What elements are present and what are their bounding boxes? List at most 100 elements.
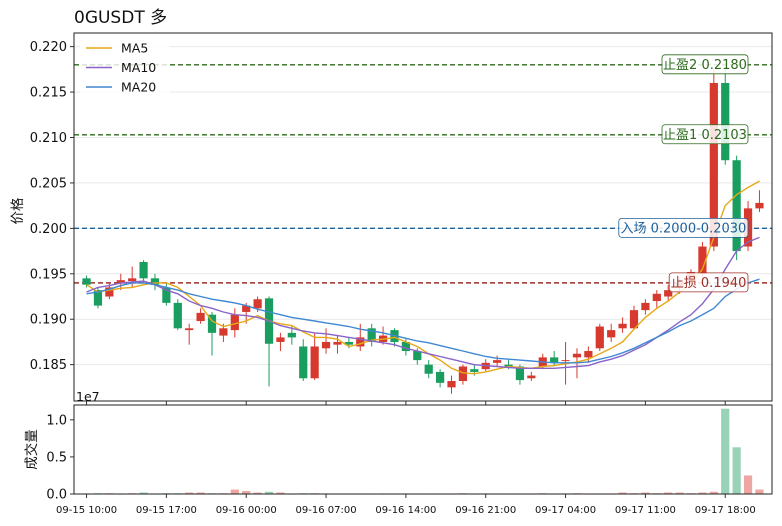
price-panel: 0.185 0.190 0.195 0.200 0.205 0.210 0.215 0.220… — [10, 32, 773, 405]
legend-label: MA10 — [121, 60, 156, 75]
volume-tick-label: 0.0 — [46, 488, 67, 503]
price-tick-label: 0.205 — [30, 176, 67, 191]
volume-bar — [698, 492, 707, 494]
volume-bar — [709, 491, 718, 494]
candle-body — [572, 353, 582, 358]
candle-body — [242, 305, 251, 312]
candle-body — [641, 302, 650, 311]
volume-bar — [732, 447, 741, 494]
price-tick-label: 0.185 — [30, 358, 67, 373]
candle-body — [207, 314, 217, 333]
legend-label: MA20 — [121, 80, 156, 95]
x-tick-label: 09-17 04:00 — [535, 505, 596, 516]
level-label: 止盈1 0.2103 — [663, 128, 747, 143]
level-label-box — [618, 217, 749, 238]
volume-bar — [675, 492, 684, 494]
candle-body — [139, 261, 148, 279]
volume-frame — [73, 404, 773, 495]
candle-body — [721, 82, 730, 161]
x-tick-label: 09-16 00:00 — [216, 505, 277, 516]
candle-body — [436, 371, 445, 383]
candle-body — [458, 366, 468, 382]
volume-bar — [721, 408, 730, 494]
level-label: 止盈2 0.2180 — [663, 58, 747, 73]
candle-body — [515, 366, 525, 381]
legend: MA5 MA10 MA20 — [80, 38, 170, 98]
candle-body — [652, 293, 661, 302]
ma-line-ma10 — [86, 236, 760, 369]
candle-body — [447, 381, 456, 388]
candle-body — [550, 357, 559, 363]
price-tick-label: 0.220 — [30, 40, 67, 55]
candle-body — [664, 290, 673, 297]
x-tick-label: 09-16 07:00 — [296, 505, 357, 516]
candle-body — [128, 278, 137, 282]
candle-body — [162, 287, 171, 303]
candle-body — [698, 246, 707, 274]
candle-body — [230, 314, 239, 331]
volume-bar — [276, 492, 285, 494]
ma-line-ma20 — [86, 278, 760, 364]
candle-body — [82, 278, 91, 285]
price-axis-label: 价格 — [10, 197, 26, 224]
volume-bar — [743, 475, 753, 494]
candle-body — [299, 346, 308, 379]
volume-bar — [196, 492, 205, 494]
candle-body — [413, 351, 422, 361]
candle-body — [607, 330, 616, 338]
volume-bar — [755, 489, 764, 494]
candle-body — [310, 346, 319, 379]
candle-body — [150, 278, 160, 285]
candle-body — [367, 328, 376, 342]
candle-body — [333, 341, 342, 345]
candle-body — [344, 341, 353, 345]
x-tick-label: 09-15 17:00 — [136, 505, 197, 516]
candle-body — [709, 82, 718, 247]
price-frame — [73, 32, 773, 402]
candle-body — [493, 360, 502, 363]
candle-body — [561, 360, 570, 362]
x-tick-label: 09-16 14:00 — [375, 505, 436, 516]
ma-line-ma5 — [86, 180, 760, 375]
volume-bar — [139, 492, 148, 494]
volume-bar — [185, 492, 194, 494]
candle-body — [321, 341, 331, 349]
candle-body — [595, 326, 604, 349]
price-tick-label: 0.195 — [30, 267, 67, 282]
price-tick-label: 0.190 — [30, 313, 67, 328]
volume-bar — [664, 492, 673, 494]
volume-bar — [641, 492, 650, 494]
level-label-box — [661, 54, 749, 75]
candle-body — [196, 312, 205, 322]
candle-body — [755, 202, 764, 209]
volume-bar — [230, 489, 239, 494]
volume-bar — [618, 492, 627, 494]
volume-bar — [242, 491, 251, 494]
x-tick-label: 09-16 21:00 — [455, 505, 516, 516]
candle-body — [527, 375, 536, 379]
x-tick-label: 09-15 10:00 — [56, 505, 117, 516]
candle-body — [401, 341, 410, 352]
volume-axis-label: 成交量 — [23, 429, 40, 470]
volume-tick-label: 1.0 — [46, 413, 67, 428]
candle-body — [618, 323, 627, 329]
candle-body — [253, 299, 262, 309]
volume-offset-text: 1e7 — [76, 389, 100, 404]
volume-tick-label: 0.5 — [46, 450, 67, 465]
candle-body — [424, 364, 433, 374]
candle-body — [356, 337, 365, 347]
legend-label: MA5 — [121, 41, 148, 56]
price-tick-label: 0.200 — [30, 222, 67, 237]
candle-body — [629, 310, 639, 329]
candle-body — [173, 302, 182, 329]
volume-panel: 09-15 10:00 09-15 17:00 09-16 00:00 09-16 0… — [23, 389, 773, 516]
chart-title: 0GUSDT 多 — [74, 8, 167, 28]
candle-body — [93, 290, 103, 306]
candle-body — [732, 160, 741, 252]
candle-body — [105, 287, 114, 297]
x-tick-label: 09-17 18:00 — [695, 505, 756, 516]
candle-body — [185, 328, 194, 331]
level-label: 入场 0.2000-0.2030 — [620, 221, 746, 236]
candle-body — [470, 369, 479, 372]
x-tick-label: 09-17 11:00 — [615, 505, 676, 516]
